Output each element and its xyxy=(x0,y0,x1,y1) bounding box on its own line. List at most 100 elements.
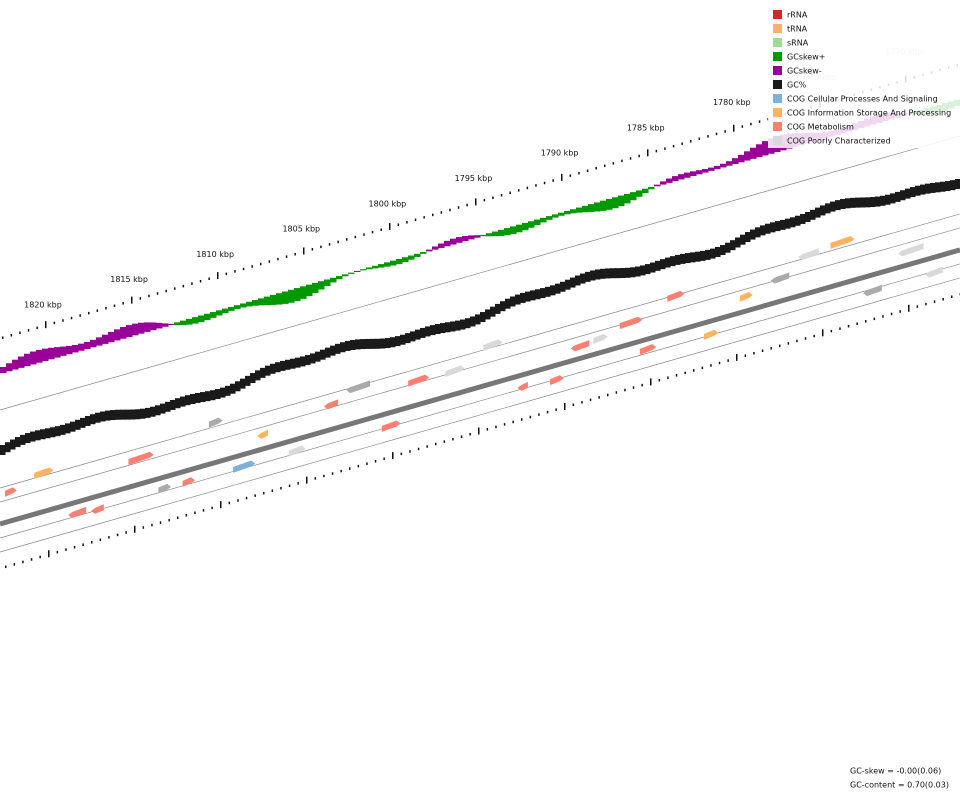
gc-content-bar xyxy=(480,312,486,323)
ruler-tick xyxy=(409,450,411,453)
gc-content-bar xyxy=(35,430,41,441)
gc-skew-negative xyxy=(186,318,193,325)
gene-feature xyxy=(770,272,790,284)
gc-skew-positive xyxy=(18,356,25,368)
gc-skew-negative xyxy=(480,234,487,237)
ruler-tick xyxy=(856,322,858,325)
gc-content-bar xyxy=(280,360,286,371)
gc-content-bar xyxy=(355,339,361,350)
ruler-tick xyxy=(916,305,919,308)
ruler-tick xyxy=(847,324,850,328)
gc-content-bar xyxy=(730,240,736,251)
gc-content-bar xyxy=(515,294,521,305)
gc-content-bar xyxy=(530,290,536,301)
gc-content-bar xyxy=(600,268,606,279)
ruler-tick xyxy=(116,533,119,537)
ruler-tick xyxy=(581,401,583,404)
ruler-tick xyxy=(761,349,764,353)
gc-skew-negative xyxy=(312,282,319,293)
gc-skew-positive xyxy=(84,341,91,350)
ruler-tick xyxy=(615,391,618,394)
gc-skew-positive xyxy=(666,178,673,183)
gc-skew-positive xyxy=(696,170,703,175)
ruler-tick xyxy=(39,555,41,559)
ruler-tick xyxy=(142,526,145,529)
gc-content-bar xyxy=(895,191,901,202)
gc-content-bar xyxy=(390,337,396,348)
ruler-label: 1810 kbp xyxy=(196,250,234,259)
gc-skew-positive xyxy=(432,246,439,250)
gc-content-bar xyxy=(450,321,456,332)
gc-content-bar xyxy=(60,424,66,435)
gc-content-bar xyxy=(155,405,161,416)
gc-content-bar xyxy=(405,333,411,344)
gc-content-bar xyxy=(380,338,386,349)
gc-skew-positive xyxy=(36,349,43,363)
gc-content-bar xyxy=(835,200,841,211)
ruler-tick xyxy=(727,359,729,362)
gc-skew-negative xyxy=(534,219,541,226)
ruler-label: 1815 kbp xyxy=(110,275,148,284)
gc-skew-positive xyxy=(162,323,169,327)
ruler-tick xyxy=(564,402,566,410)
ruler-tick xyxy=(675,374,678,377)
gene-feature xyxy=(288,445,306,457)
gc-content-bar xyxy=(715,247,721,258)
gc-content-bar xyxy=(425,326,431,337)
gc-content-bar xyxy=(880,195,886,206)
gc-content-bar xyxy=(0,445,6,455)
gc-skew-positive xyxy=(120,327,127,339)
ruler-tick xyxy=(108,536,110,539)
ruler-tick xyxy=(217,272,219,280)
gc-content-bar xyxy=(105,410,111,421)
gc-content-bar xyxy=(420,327,426,338)
gc-content-bar xyxy=(580,273,586,284)
legend: rRNA tRNA sRNA GCskew+ GCskew- GC% COG Cellula… xyxy=(768,4,960,148)
ruler-tick xyxy=(151,523,153,527)
gc-content-bar xyxy=(70,421,76,432)
gc-skew-negative xyxy=(192,317,199,324)
gc-skew-negative xyxy=(288,289,295,303)
ruler-tick xyxy=(529,415,532,419)
ruler-tick xyxy=(414,218,417,222)
ruler-tick xyxy=(518,189,520,192)
gc-skew-positive xyxy=(138,322,145,334)
ruler-tick xyxy=(371,230,374,234)
gc-content-bar xyxy=(490,306,496,317)
ruler-tick xyxy=(99,538,102,542)
ruler-tick xyxy=(435,442,437,446)
gc-content-bar xyxy=(200,392,206,403)
gc-content-bar xyxy=(695,251,701,262)
gc-skew-negative xyxy=(378,264,385,268)
ruler-tick xyxy=(607,393,609,397)
ruler-tick xyxy=(79,314,81,317)
ruler-tick xyxy=(366,462,368,465)
gc-skew-negative xyxy=(306,284,313,297)
legend-swatch xyxy=(773,66,782,75)
ruler-tick xyxy=(890,312,893,316)
ruler-tick xyxy=(357,464,360,468)
ruler-tick xyxy=(30,558,33,561)
ruler-tick xyxy=(234,270,236,273)
ruler-tick xyxy=(908,304,910,312)
gc-content-bar xyxy=(130,409,136,420)
ruler-tick xyxy=(354,235,357,239)
gc-skew-positive xyxy=(720,163,727,168)
gc-content-bar xyxy=(75,419,81,430)
gc-skew-negative xyxy=(492,231,499,237)
gc-content-bar xyxy=(910,187,916,198)
gc-content-bar xyxy=(620,268,626,279)
ruler-tick xyxy=(942,297,944,301)
gc-content-bar xyxy=(160,403,166,414)
ruler-tick xyxy=(363,233,365,236)
ruler-tick xyxy=(681,142,683,145)
ruler-tick xyxy=(503,423,506,426)
gc-content-bar xyxy=(340,342,346,353)
ruler-tick xyxy=(48,550,50,558)
gc-content-bar xyxy=(295,357,301,368)
gc-content-bar xyxy=(870,197,876,208)
gc-skew-positive xyxy=(78,343,85,351)
gc-content-bar xyxy=(255,370,261,381)
gc-skew-positive xyxy=(90,339,97,348)
gene-feature xyxy=(550,375,564,386)
